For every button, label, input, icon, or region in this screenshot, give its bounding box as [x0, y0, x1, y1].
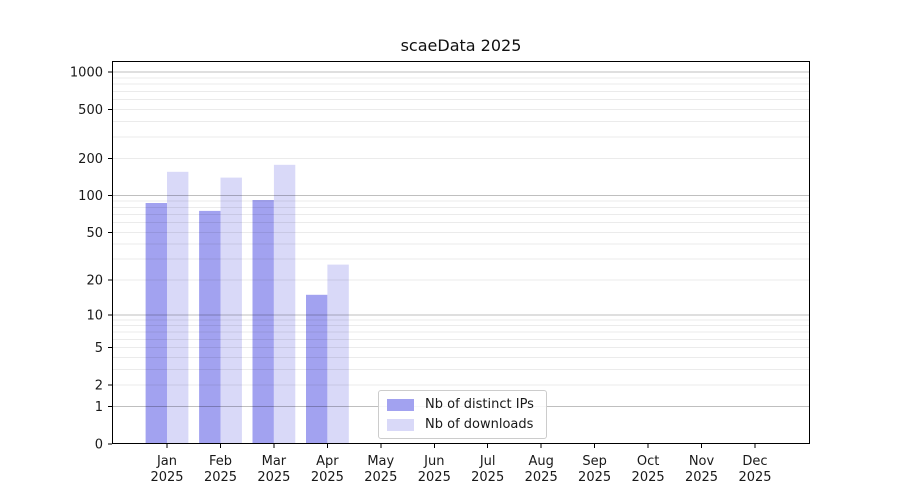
bar-downloads-apr — [327, 264, 349, 444]
y-tick-label: 50 — [86, 226, 103, 241]
x-tick-label-year: 2025 — [418, 470, 451, 485]
x-tick-label-year: 2025 — [364, 470, 397, 485]
x-tick-label-year: 2025 — [685, 470, 718, 485]
bar-downloads-feb — [220, 177, 242, 444]
x-tick-label-month: Sep — [582, 454, 607, 469]
y-tick-label: 5 — [95, 341, 103, 356]
x-tick-label-year: 2025 — [150, 470, 183, 485]
bar-ips-feb — [199, 210, 221, 444]
x-tick-label-year: 2025 — [311, 470, 344, 485]
y-tick-label: 2 — [95, 378, 103, 393]
x-tick-label-month: Feb — [209, 454, 232, 469]
x-tick-label-month: Jan — [156, 454, 177, 469]
plot-area: 0 1 2 5 10 20 50 100 200 500 1000 Jan 2025 Feb 2025 Mar… — [70, 61, 810, 485]
x-tick-label-year: 2025 — [257, 470, 290, 485]
x-tick-label-year: 2025 — [632, 470, 665, 485]
legend-item-distinct-ips: Nb of distinct IPs — [387, 397, 534, 412]
axes-spine — [112, 61, 810, 444]
legend-label-distinct-ips: Nb of distinct IPs — [425, 397, 534, 412]
y-tick-label: 500 — [78, 103, 103, 118]
legend-label-downloads: Nb of downloads — [425, 417, 534, 432]
legend-swatch-ips-icon — [387, 398, 414, 411]
chart-title: scaeData 2025 — [400, 36, 522, 55]
legend-swatch-downloads-icon — [387, 418, 414, 431]
y-tick-label: 100 — [78, 189, 103, 204]
chart-canvas: 01251020501002005001000Jan2025Feb2025Mar… — [70, 61, 810, 485]
x-tick-label-month: Aug — [529, 454, 554, 469]
x-tick-label-month: Jul — [479, 454, 496, 469]
y-tick-label: 1000 — [70, 66, 103, 81]
bar-ips-apr — [306, 294, 328, 444]
x-tick-label-month: May — [367, 454, 394, 469]
bar-downloads-jan — [167, 171, 189, 445]
bar-downloads-mar — [273, 164, 296, 445]
y-tick-label: 10 — [86, 308, 103, 323]
x-tick-label-year: 2025 — [578, 470, 611, 485]
x-tick-label-month: Nov — [689, 454, 715, 469]
y-tick-label: 0 — [95, 438, 103, 453]
legend: Nb of distinct IPs Nb of downloads — [378, 390, 547, 439]
bar-ips-jan — [145, 203, 167, 444]
x-tick-label-year: 2025 — [525, 470, 558, 485]
x-tick-label-year: 2025 — [471, 470, 504, 485]
legend-item-downloads: Nb of downloads — [387, 417, 534, 432]
x-tick-label-year: 2025 — [738, 470, 771, 485]
x-tick-label-year: 2025 — [204, 470, 237, 485]
y-tick-label: 200 — [78, 152, 103, 167]
x-tick-label-month: Apr — [316, 454, 339, 469]
x-tick-label-month: Oct — [637, 454, 659, 469]
x-tick-label-month: Mar — [262, 454, 287, 469]
bar-ips-mar — [252, 200, 274, 444]
y-tick-label: 20 — [86, 274, 103, 289]
x-tick-label-month: Dec — [742, 454, 767, 469]
y-tick-label: 1 — [95, 400, 103, 415]
x-tick-label-month: Jun — [423, 454, 444, 469]
